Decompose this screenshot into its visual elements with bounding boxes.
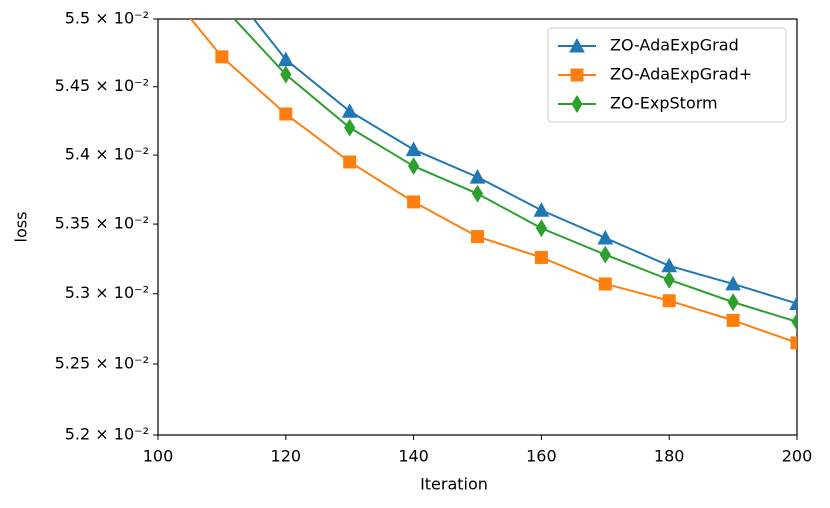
marker — [663, 270, 675, 289]
marker — [471, 184, 484, 203]
marker — [405, 141, 422, 157]
marker — [570, 68, 584, 82]
marker — [279, 107, 293, 121]
marker — [571, 95, 583, 113]
marker — [569, 37, 585, 53]
marker — [791, 312, 797, 331]
marker — [727, 293, 739, 312]
y-tick-label: 5.3 × 10⁻² — [65, 283, 149, 302]
marker — [662, 294, 676, 308]
y-tick-label: 5.25 × 10⁻² — [55, 354, 149, 373]
x-tick-label: 160 — [526, 447, 557, 466]
marker — [341, 103, 358, 118]
x-tick-label: 200 — [782, 447, 813, 466]
y-tick-label: 5.45 × 10⁻² — [55, 76, 149, 95]
marker — [598, 277, 612, 291]
marker — [535, 219, 547, 238]
marker — [597, 229, 614, 245]
marker — [280, 65, 292, 84]
y-tick-label: 5.35 × 10⁻² — [55, 214, 149, 233]
marker — [534, 250, 548, 264]
plot-area — [189, 19, 797, 350]
marker — [789, 295, 797, 311]
marker — [599, 245, 611, 264]
marker — [344, 118, 356, 137]
marker — [790, 336, 797, 350]
marker — [725, 275, 741, 291]
legend-label: ZO-AdaExpGrad — [610, 36, 739, 55]
marker — [471, 230, 484, 244]
plot-frame — [157, 18, 798, 436]
marker — [726, 313, 740, 327]
marker — [408, 157, 420, 176]
marker — [215, 50, 229, 64]
legend-box — [547, 27, 787, 123]
marker — [469, 169, 486, 184]
x-tick-label: 180 — [654, 447, 685, 466]
y-tick-label: 5.2 × 10⁻² — [65, 425, 149, 444]
legend-label: ZO-AdaExpGrad+ — [610, 65, 752, 84]
y-axis-label: loss — [12, 212, 31, 243]
y-tick-label: 5.5 × 10⁻² — [65, 9, 149, 28]
x-axis-label: Iteration — [420, 475, 488, 494]
marker — [533, 202, 550, 217]
x-tick-label: 120 — [271, 447, 302, 466]
y-tick-label: 5.4 × 10⁻² — [65, 145, 149, 164]
marker — [661, 257, 678, 273]
legend-label: ZO-ExpStorm — [610, 94, 718, 113]
marker — [343, 155, 357, 169]
x-tick-label: 100 — [143, 447, 174, 466]
marker — [407, 195, 421, 209]
x-tick-label: 140 — [398, 447, 429, 466]
